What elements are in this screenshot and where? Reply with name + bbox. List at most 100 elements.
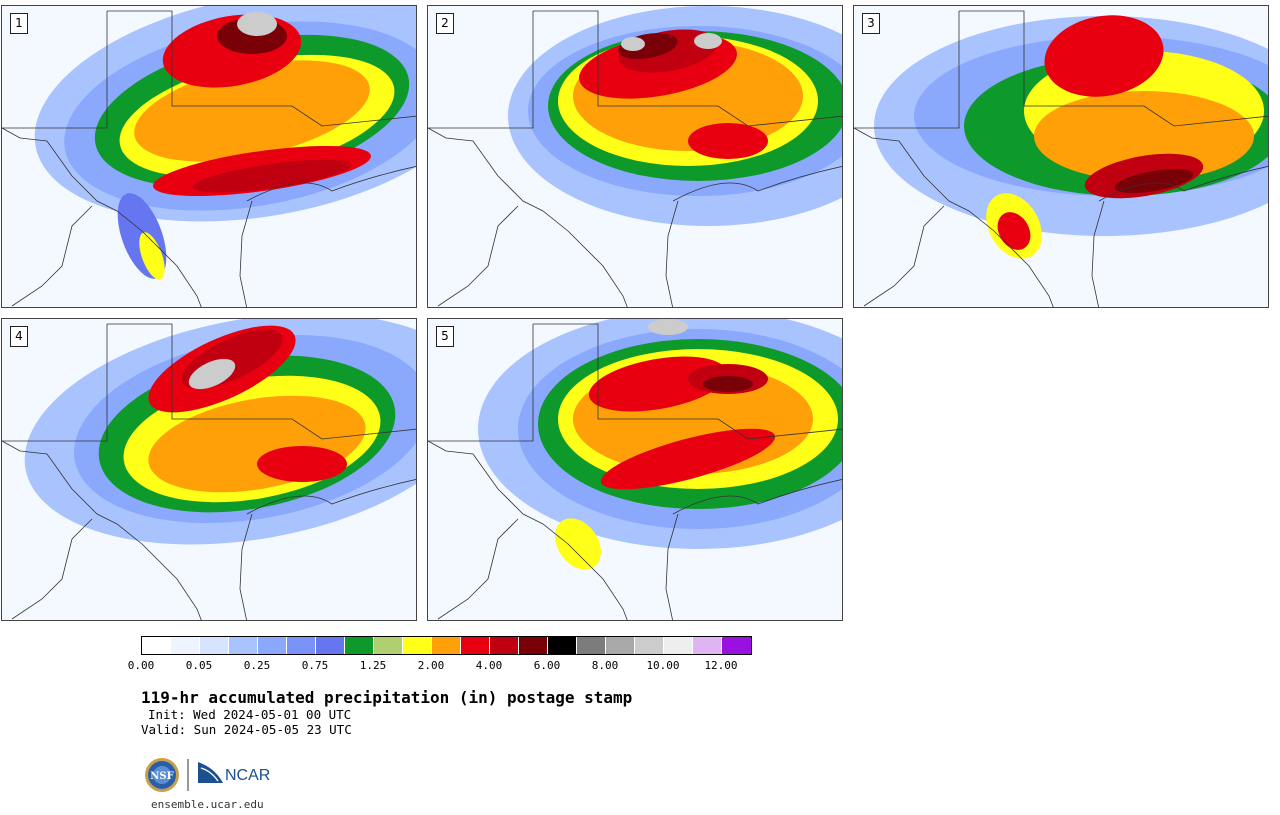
state-border-line bbox=[171, 364, 416, 440]
state-border-line bbox=[11, 205, 93, 307]
precip-region bbox=[139, 232, 165, 280]
precip-map bbox=[2, 6, 416, 307]
state-border-line bbox=[428, 440, 628, 620]
colorbar-bin bbox=[316, 637, 345, 654]
precip-region bbox=[621, 37, 645, 51]
state-border-line bbox=[2, 11, 108, 129]
stamp-panel-4: 4 bbox=[1, 318, 417, 621]
precip-region bbox=[648, 319, 688, 335]
stamp-panel-1: 1 bbox=[1, 5, 417, 308]
state-border-line bbox=[1098, 166, 1268, 202]
panel-number-label: 2 bbox=[436, 13, 454, 34]
state-border-line bbox=[2, 324, 108, 442]
colorbar-tick-label: 0.00 bbox=[127, 659, 155, 672]
precip-region bbox=[1034, 91, 1254, 181]
colorbar-tick-label: 10.00 bbox=[646, 659, 680, 672]
colorbar-bin bbox=[693, 637, 722, 654]
sponsor-logos: NSF NCAR bbox=[145, 758, 270, 792]
state-border-line bbox=[672, 166, 842, 202]
colorbar-bin bbox=[403, 637, 432, 654]
precip-colorbar bbox=[141, 636, 752, 655]
panel-number-label: 1 bbox=[10, 13, 28, 34]
colorbar-bin bbox=[577, 637, 606, 654]
state-border-line bbox=[239, 513, 253, 620]
stamp-panel-5: 5 bbox=[427, 318, 843, 621]
colorbar-bin bbox=[490, 637, 519, 654]
state-border-line bbox=[171, 51, 416, 127]
site-url: ensemble.ucar.edu bbox=[151, 798, 264, 811]
precip-region bbox=[694, 33, 722, 49]
colorbar-tick-label: 12.00 bbox=[704, 659, 738, 672]
colorbar-bin bbox=[664, 637, 693, 654]
precip-region bbox=[1114, 168, 1194, 194]
panel-number-label: 4 bbox=[10, 326, 28, 347]
colorbar-bin bbox=[432, 637, 461, 654]
valid-time: Valid: Sun 2024-05-05 23 UTC bbox=[141, 722, 352, 737]
precip-region bbox=[237, 12, 277, 36]
state-border-line bbox=[2, 440, 202, 620]
ncar-logo: NCAR bbox=[198, 762, 270, 784]
state-border-line bbox=[2, 127, 202, 307]
precip-region bbox=[192, 159, 352, 193]
state-border-line bbox=[597, 364, 842, 440]
state-border-line bbox=[533, 323, 599, 364]
colorbar-bin bbox=[229, 637, 258, 654]
precip-map bbox=[854, 10, 1268, 307]
precip-region bbox=[555, 518, 601, 570]
colorbar-bin bbox=[374, 637, 403, 654]
state-border-line bbox=[437, 518, 519, 620]
state-border-line bbox=[665, 200, 679, 307]
state-border-line bbox=[107, 10, 173, 51]
colorbar-bin bbox=[287, 637, 316, 654]
colorbar-bin bbox=[345, 637, 374, 654]
state-border-line bbox=[11, 518, 93, 620]
colorbar-bin bbox=[519, 637, 548, 654]
state-border-line bbox=[863, 205, 945, 307]
state-border-line bbox=[428, 324, 534, 442]
state-border-line bbox=[959, 10, 1025, 51]
state-border-line bbox=[428, 127, 628, 307]
colorbar-tick-label: 4.00 bbox=[475, 659, 503, 672]
precip-region bbox=[997, 212, 1031, 250]
colorbar-tick-label: 2.00 bbox=[417, 659, 445, 672]
state-border-line bbox=[239, 200, 253, 307]
precip-region bbox=[703, 376, 753, 392]
nsf-logo: NSF bbox=[145, 758, 179, 792]
colorbar-bin bbox=[200, 637, 229, 654]
state-border-line bbox=[246, 479, 416, 515]
colorbar-tick-label: 0.25 bbox=[243, 659, 271, 672]
precip-map bbox=[2, 319, 416, 620]
precip-region bbox=[1044, 15, 1164, 97]
colorbar-tick-label: 0.05 bbox=[185, 659, 213, 672]
colorbar-bin bbox=[606, 637, 635, 654]
precip-region bbox=[588, 356, 728, 412]
map-title: 119-hr accumulated precipitation (in) po… bbox=[141, 688, 633, 707]
init-time: Init: Wed 2024-05-01 00 UTC bbox=[148, 707, 352, 722]
colorbar-tick-label: 0.75 bbox=[301, 659, 329, 672]
precip-map bbox=[428, 319, 842, 620]
precip-region bbox=[600, 428, 776, 490]
colorbar-bin bbox=[258, 637, 287, 654]
state-border-line bbox=[246, 166, 416, 202]
state-border-line bbox=[672, 479, 842, 515]
panel-number-label: 5 bbox=[436, 326, 454, 347]
colorbar-bin bbox=[142, 637, 171, 654]
state-border-line bbox=[428, 11, 534, 129]
precip-region bbox=[188, 358, 236, 390]
colorbar-bin bbox=[461, 637, 490, 654]
state-border-line bbox=[854, 11, 960, 129]
state-border-line bbox=[107, 323, 173, 364]
colorbar-bin bbox=[171, 637, 200, 654]
state-border-line bbox=[597, 51, 842, 127]
state-border-line bbox=[1023, 51, 1268, 127]
precip-region bbox=[134, 60, 370, 162]
panel-number-label: 3 bbox=[862, 13, 880, 34]
colorbar-tick-label: 8.00 bbox=[591, 659, 619, 672]
precip-region bbox=[257, 446, 347, 482]
state-border-line bbox=[854, 127, 1054, 307]
precip-map bbox=[428, 6, 842, 307]
stamp-panel-2: 2 bbox=[427, 5, 843, 308]
ncar-logo-text: NCAR bbox=[225, 767, 270, 784]
state-border-line bbox=[533, 10, 599, 51]
stamp-panel-3: 3 bbox=[853, 5, 1269, 308]
